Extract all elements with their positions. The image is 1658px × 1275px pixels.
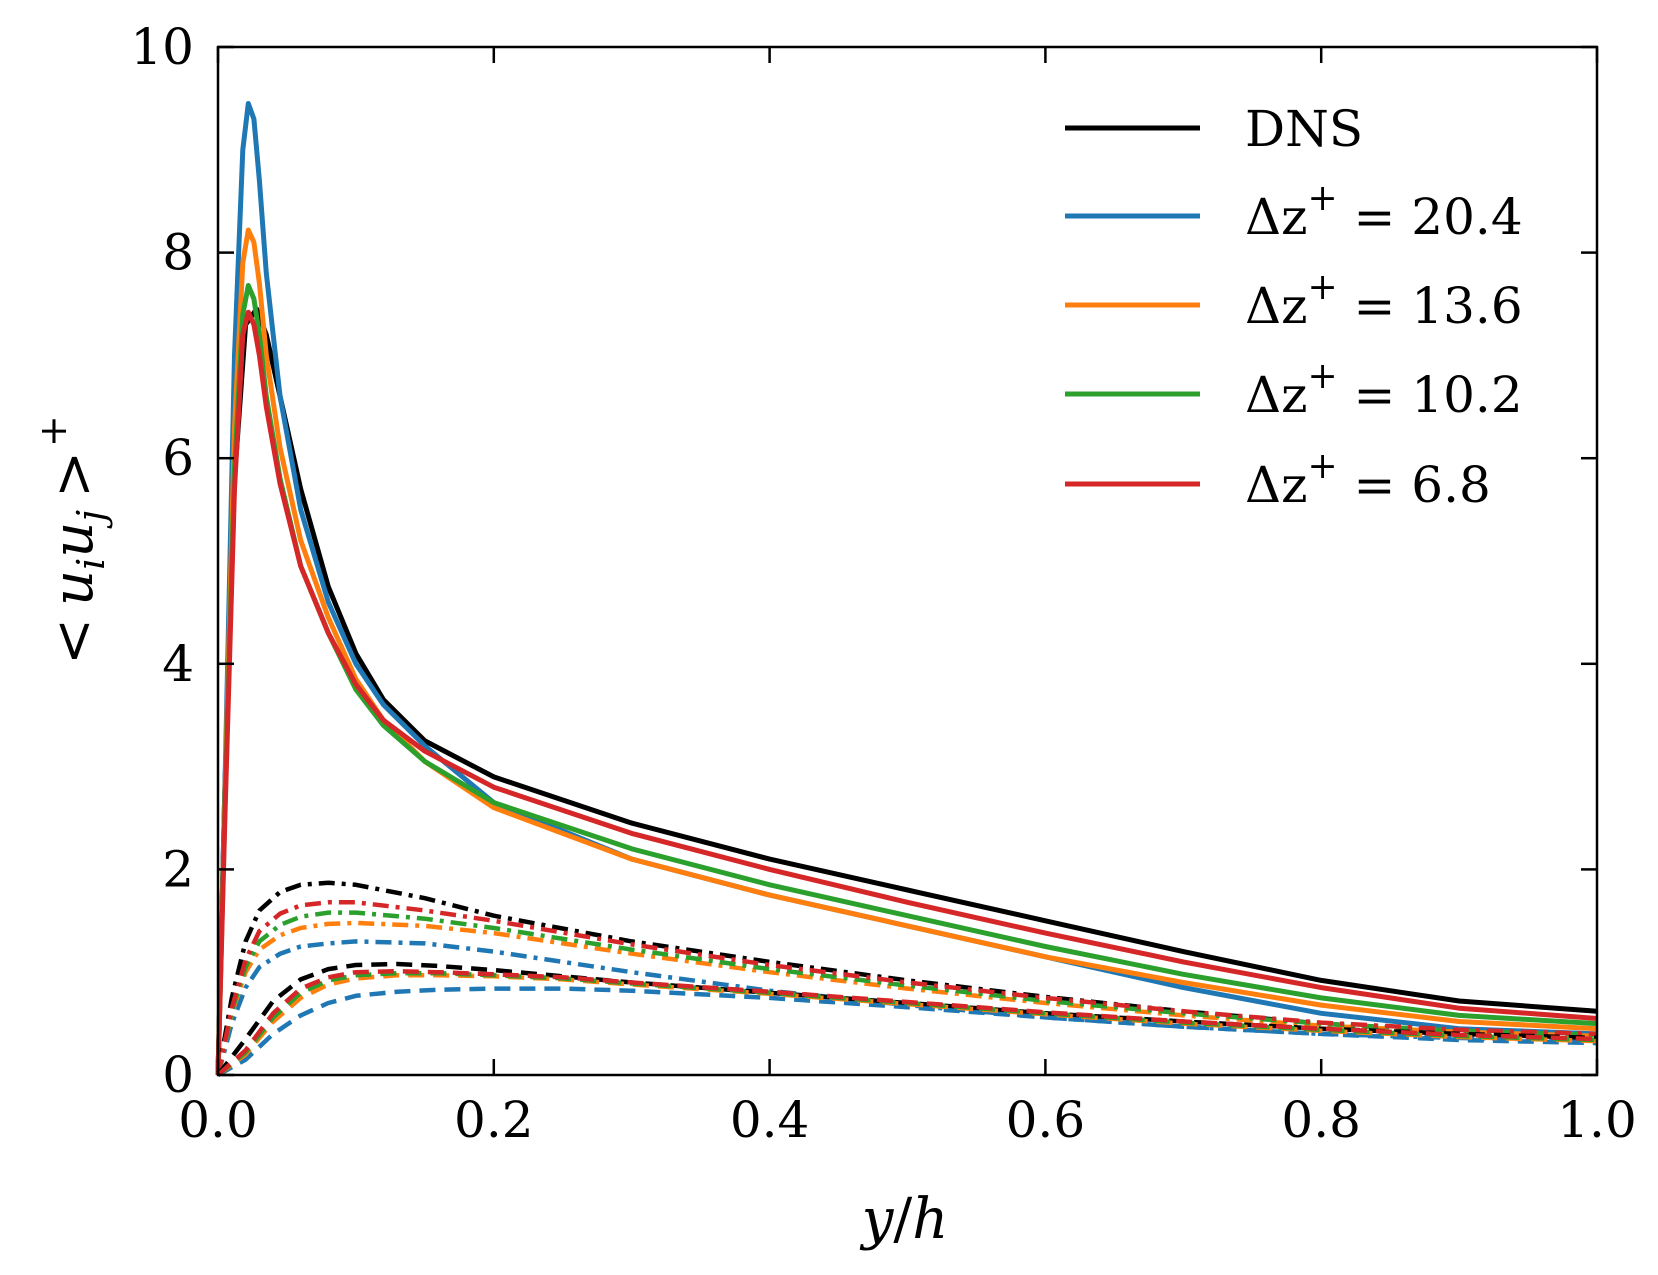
legend-prefix-dz102: Δz	[1245, 366, 1307, 424]
xlabel-y: y	[859, 1187, 895, 1252]
series-line-dz136-dashed	[216, 973, 1598, 1077]
legend-sup-dz136: +	[1307, 267, 1337, 308]
plot-frame	[216, 45, 1599, 1077]
ylabel-open: <	[41, 618, 106, 665]
legend: DNS Δz+ = 20.4 Δz+ = 13.6 Δz+ = 10.2 Δz+…	[1065, 100, 1523, 514]
legend-suffix-dz136: = 13.6	[1338, 277, 1523, 335]
y-tick-label: 10	[130, 18, 194, 76]
series-line-dz204-dashdot	[215, 939, 1598, 1076]
series-line-dz68-solid	[215, 309, 1598, 1076]
x-tick-label: 0.8	[1281, 1091, 1361, 1149]
series-line-dz68-dashdot	[215, 900, 1598, 1076]
legend-label-dz204: Δz+ = 20.4	[1245, 178, 1523, 246]
xlabel-h: h	[912, 1187, 948, 1252]
legend-text-dns: DNS	[1245, 100, 1363, 158]
legend-label-dz68: Δz+ = 6.8	[1245, 446, 1491, 514]
x-tick-label: 0.4	[730, 1091, 810, 1149]
legend-label-dz102: Δz+ = 10.2	[1245, 356, 1523, 424]
y-axis-title: <uiuj>+	[31, 415, 113, 665]
ylabel-close: >	[41, 451, 106, 498]
ylabel-u-1: u	[41, 570, 106, 606]
ylabel-sub-i: i	[69, 558, 113, 570]
y-tick-label: 4	[162, 635, 194, 693]
x-tick-label: 0.0	[178, 1091, 258, 1149]
x-axis-title: y/h	[859, 1187, 949, 1252]
ylabel-sup: +	[31, 415, 75, 447]
y-tick-label: 2	[162, 840, 194, 898]
x-tick-label: 1.0	[1557, 1091, 1637, 1149]
ylabel-u-2: u	[41, 522, 106, 558]
y-tick-label: 6	[162, 429, 194, 487]
series-layer	[215, 101, 1598, 1077]
xlabel-slash: /	[893, 1187, 912, 1252]
legend-sup-dz68: +	[1307, 446, 1337, 487]
legend-suffix-dz68: = 6.8	[1338, 456, 1491, 514]
series-line-dz204-dashed	[216, 986, 1598, 1077]
legend-prefix-dz136: Δz	[1245, 277, 1307, 335]
tick-labels-layer: 0.0 0.2 0.4 0.6 0.8 1.0 0 2 4 6 8 10	[130, 18, 1636, 1149]
series-line-dz102-solid	[215, 283, 1598, 1076]
legend-prefix-dz68: Δz	[1245, 456, 1307, 514]
x-tick-label: 0.6	[1006, 1091, 1086, 1149]
legend-label-dz136: Δz+ = 13.6	[1245, 267, 1523, 335]
legend-suffix-dz102: = 10.2	[1338, 366, 1523, 424]
legend-prefix-dz204: Δz	[1245, 188, 1307, 246]
series-line-dz68-dashed	[216, 968, 1598, 1077]
y-tick-label: 0	[162, 1046, 194, 1104]
y-tick-label: 8	[162, 224, 194, 282]
legend-sup-dz102: +	[1307, 356, 1337, 397]
legend-sup-dz204: +	[1307, 178, 1337, 219]
legend-suffix-dz204: = 20.4	[1338, 188, 1523, 246]
legend-label-dns: DNS	[1245, 100, 1363, 158]
x-tick-label: 0.2	[454, 1091, 534, 1149]
